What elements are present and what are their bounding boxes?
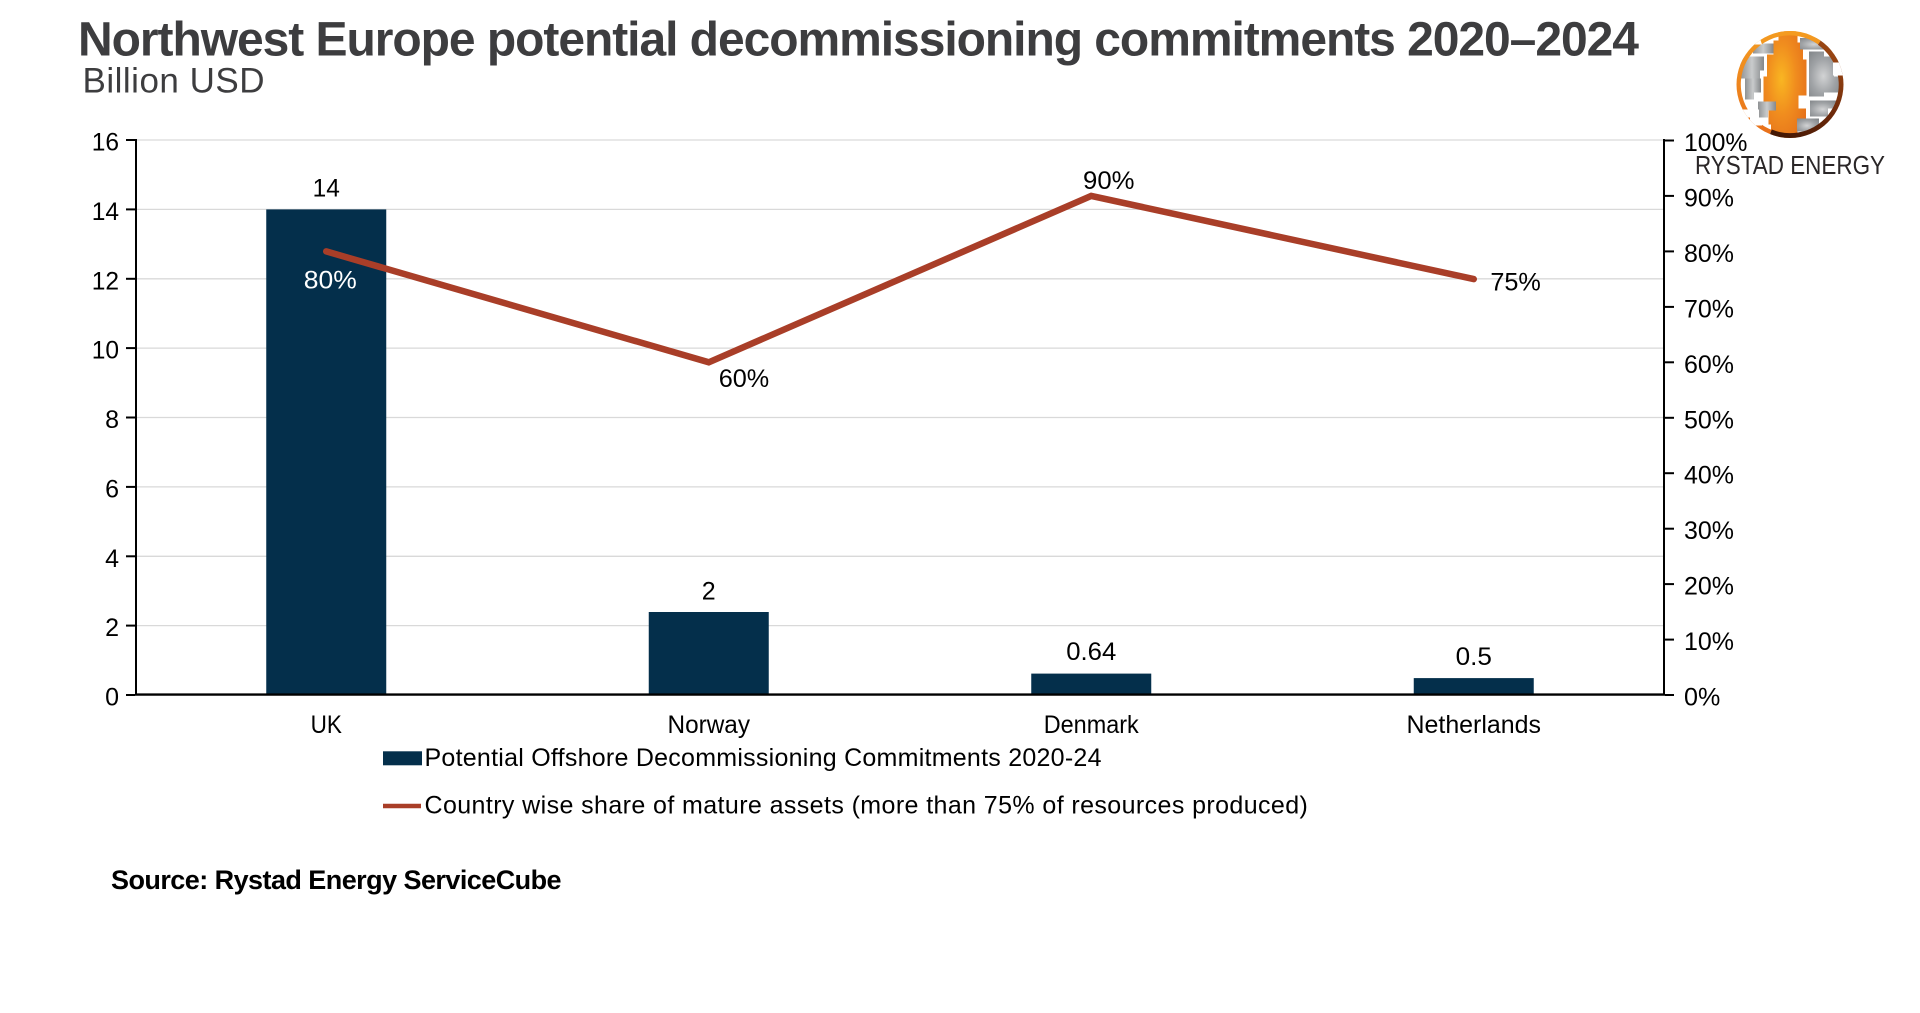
svg-text:40%: 40% <box>1684 462 1734 490</box>
svg-text:0.64: 0.64 <box>1066 638 1116 666</box>
svg-text:16: 16 <box>92 129 119 157</box>
svg-text:100%: 100% <box>1684 129 1748 157</box>
svg-text:2: 2 <box>105 614 119 642</box>
svg-text:8: 8 <box>105 406 119 434</box>
svg-text:90%: 90% <box>1684 184 1734 212</box>
svg-text:80%: 80% <box>1684 240 1734 268</box>
svg-text:14: 14 <box>313 174 340 202</box>
svg-text:10: 10 <box>92 337 119 365</box>
svg-text:70%: 70% <box>1684 295 1734 323</box>
svg-text:30%: 30% <box>1684 517 1734 545</box>
svg-text:60%: 60% <box>719 365 770 393</box>
svg-text:0: 0 <box>105 684 119 712</box>
svg-text:12: 12 <box>92 267 119 295</box>
svg-text:2: 2 <box>702 578 716 606</box>
svg-text:0%: 0% <box>1684 684 1720 712</box>
svg-text:Billion USD: Billion USD <box>83 62 266 101</box>
svg-text:Netherlands: Netherlands <box>1407 711 1542 739</box>
svg-text:Country wise share of mature a: Country wise share of mature assets (mor… <box>425 792 1309 820</box>
svg-text:UK: UK <box>311 711 343 739</box>
svg-text:75%: 75% <box>1490 269 1541 297</box>
svg-text:4: 4 <box>105 545 119 573</box>
svg-text:RYSTAD ENERGY: RYSTAD ENERGY <box>1695 150 1885 180</box>
svg-text:Source: Rystad Energy ServiceC: Source: Rystad Energy ServiceCube <box>111 865 562 895</box>
svg-text:6: 6 <box>105 475 119 503</box>
svg-text:50%: 50% <box>1684 406 1734 434</box>
svg-text:0.5: 0.5 <box>1456 643 1492 671</box>
svg-text:Denmark: Denmark <box>1044 711 1139 739</box>
svg-text:20%: 20% <box>1684 573 1734 601</box>
svg-text:80%: 80% <box>304 267 357 295</box>
svg-text:Potential Offshore Decommissio: Potential Offshore Decommissioning Commi… <box>425 744 1102 772</box>
svg-text:90%: 90% <box>1083 167 1135 195</box>
svg-text:10%: 10% <box>1684 628 1734 656</box>
svg-text:Norway: Norway <box>668 711 751 739</box>
svg-text:60%: 60% <box>1684 351 1734 379</box>
svg-text:Northwest Europe potential dec: Northwest Europe potential decommissioni… <box>78 14 1639 67</box>
svg-text:14: 14 <box>92 198 119 226</box>
